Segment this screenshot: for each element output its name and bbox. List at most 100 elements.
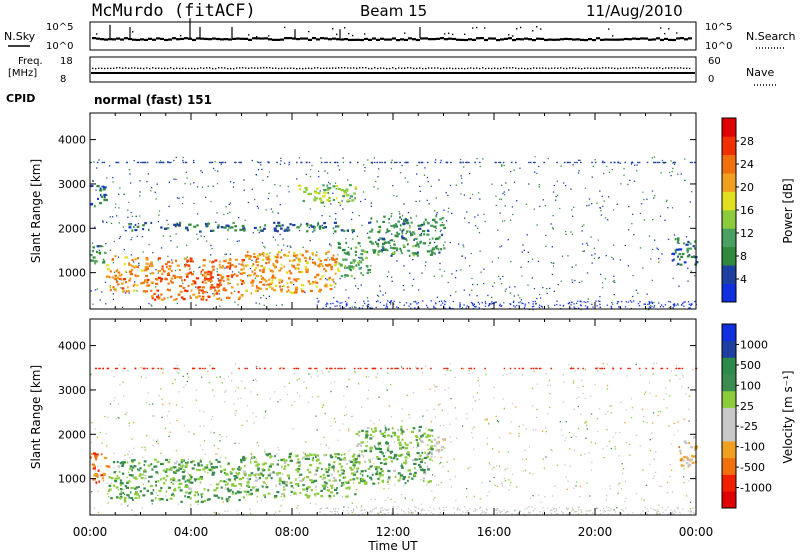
echo-cell xyxy=(433,252,436,255)
echo-point xyxy=(593,247,595,249)
echo-cell xyxy=(143,460,147,463)
echo-cell xyxy=(323,487,326,490)
echo-cell xyxy=(260,264,263,268)
echo-cell xyxy=(317,290,322,293)
echo-cell xyxy=(404,237,407,240)
nave-point xyxy=(599,67,601,69)
echo-point xyxy=(139,195,141,197)
nave-point xyxy=(518,67,520,70)
echo-cell xyxy=(288,277,291,280)
echo-cell xyxy=(360,450,364,453)
echo-point xyxy=(545,245,547,248)
echo-point xyxy=(322,307,324,309)
echo-cell xyxy=(401,438,404,441)
echo-point xyxy=(367,305,369,308)
echo-point xyxy=(541,512,544,514)
echo-cell xyxy=(133,283,136,286)
nsearch-tick-bottom: 10^0 xyxy=(705,41,732,52)
echo-point xyxy=(645,511,647,513)
power-colorbar-label: Power [dB] xyxy=(781,178,795,243)
echo-point xyxy=(648,235,651,237)
echo-cell xyxy=(185,263,187,266)
echo-cell xyxy=(95,481,98,484)
echo-point xyxy=(195,389,198,391)
echo-cell xyxy=(141,282,144,285)
echo-stripe xyxy=(117,161,120,164)
nave-point xyxy=(386,67,388,70)
echo-point xyxy=(426,306,429,309)
echo-cell xyxy=(248,493,252,496)
echo-cell xyxy=(311,281,315,284)
echo-cell xyxy=(235,476,239,479)
echo-cell xyxy=(253,460,258,463)
echo-cell xyxy=(196,224,199,227)
echo-cell xyxy=(253,456,256,459)
echo-cell xyxy=(405,459,408,462)
echo-cell xyxy=(323,195,326,198)
echo-point xyxy=(573,206,575,208)
echo-point xyxy=(120,503,122,505)
nsky-trace-segment xyxy=(592,38,596,42)
echo-point xyxy=(438,404,440,406)
echo-cell xyxy=(125,281,127,284)
echo-point xyxy=(541,430,544,432)
echo-point xyxy=(466,487,468,490)
echo-point xyxy=(117,403,120,405)
echo-point xyxy=(380,445,383,447)
echo-cell xyxy=(270,281,274,284)
echo-point xyxy=(602,373,605,375)
echo-point xyxy=(478,384,481,387)
nave-point xyxy=(506,67,508,69)
echo-point xyxy=(465,496,468,498)
echo-point xyxy=(577,307,580,309)
echo-cell xyxy=(216,226,220,229)
echo-point xyxy=(330,382,332,384)
echo-cell xyxy=(225,498,230,501)
echo-cell xyxy=(115,486,119,489)
nsky-trace-segment xyxy=(184,37,188,40)
echo-cell xyxy=(361,478,365,481)
echo-cell xyxy=(385,441,387,444)
echo-point xyxy=(538,494,540,496)
echo-point xyxy=(303,451,305,454)
nave-point xyxy=(512,67,514,69)
echo-cell xyxy=(172,482,174,485)
echo-point xyxy=(521,302,523,304)
echo-point xyxy=(651,190,654,192)
echo-cell xyxy=(224,480,227,483)
freq-tick-bottom: 8 xyxy=(60,74,66,85)
echo-point xyxy=(281,285,283,288)
echo-cell xyxy=(242,264,245,267)
echo-cell xyxy=(266,454,270,457)
echo-point xyxy=(539,297,542,299)
echo-point xyxy=(596,418,598,420)
echo-point xyxy=(582,250,584,252)
echo-point xyxy=(354,370,356,372)
echo-point xyxy=(661,507,663,509)
echo-cell xyxy=(678,446,681,449)
echo-cell xyxy=(136,274,140,278)
echo-cell xyxy=(175,470,177,473)
echo-point xyxy=(136,290,138,292)
echo-cell xyxy=(160,293,163,296)
echo-point xyxy=(369,511,371,513)
echo-point xyxy=(440,229,442,231)
echo-cell xyxy=(352,473,357,476)
echo-point xyxy=(176,197,179,199)
echo-point xyxy=(368,376,370,378)
echo-cell xyxy=(389,246,393,249)
echo-stripe xyxy=(146,161,149,164)
echo-point xyxy=(455,417,457,420)
echo-point xyxy=(618,306,620,308)
echo-point xyxy=(656,247,658,249)
echo-cell xyxy=(200,298,205,301)
echo-point xyxy=(350,218,353,221)
echo-point xyxy=(643,393,646,395)
echo-cell xyxy=(405,239,408,242)
echo-point xyxy=(570,231,572,233)
echo-cell xyxy=(174,471,177,475)
echo-cell xyxy=(332,254,335,257)
echo-cell xyxy=(276,463,280,466)
echo-point xyxy=(336,511,339,513)
echo-point xyxy=(596,507,598,509)
